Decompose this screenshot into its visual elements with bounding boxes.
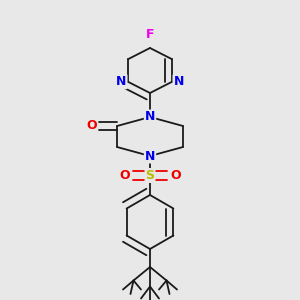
Text: O: O — [119, 169, 130, 182]
Text: O: O — [86, 119, 97, 133]
Text: O: O — [170, 169, 181, 182]
Text: N: N — [116, 75, 127, 88]
Text: N: N — [145, 149, 155, 163]
Text: F: F — [146, 28, 154, 41]
Text: N: N — [173, 75, 184, 88]
Text: S: S — [146, 169, 154, 182]
Text: N: N — [145, 110, 155, 124]
